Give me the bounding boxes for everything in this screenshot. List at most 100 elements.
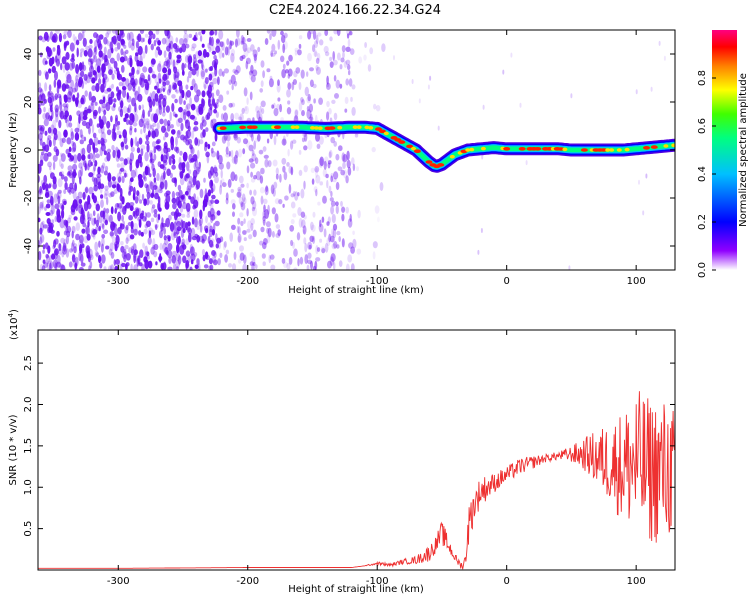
noise-speck xyxy=(214,30,218,36)
noise-speck xyxy=(57,83,62,90)
noise-speck xyxy=(66,137,72,145)
noise-speck xyxy=(201,98,206,107)
noise-speck xyxy=(156,145,162,152)
noise-speck xyxy=(163,50,167,58)
noise-speck xyxy=(168,84,172,94)
noise-speck xyxy=(229,40,235,46)
noise-speck xyxy=(140,128,143,135)
noise-speck xyxy=(328,160,332,165)
noise-speck xyxy=(176,130,181,139)
noise-speck xyxy=(242,230,247,235)
noise-speck xyxy=(157,49,163,56)
noise-speck xyxy=(64,62,70,71)
noise-speck xyxy=(298,169,303,176)
noise-speck xyxy=(335,181,340,191)
noise-speck xyxy=(231,263,237,270)
noise-speck xyxy=(242,42,248,53)
noise-speck xyxy=(155,140,160,145)
noise-speck xyxy=(210,72,216,78)
noise-speck xyxy=(98,70,101,79)
noise-speck xyxy=(62,245,67,255)
noise-speck xyxy=(42,249,45,254)
noise-speck xyxy=(137,45,143,56)
noise-speck xyxy=(262,242,267,250)
noise-speck xyxy=(87,254,91,263)
noise-speck xyxy=(147,123,152,131)
noise-speck xyxy=(319,238,323,243)
noise-speck xyxy=(106,87,112,92)
noise-speck xyxy=(133,113,139,123)
noise-speck xyxy=(266,227,270,234)
noise-speck xyxy=(182,151,188,162)
noise-speck xyxy=(211,229,215,236)
noise-speck xyxy=(228,79,232,85)
noise-speck xyxy=(39,186,42,194)
noise-speck xyxy=(185,129,192,139)
noise-speck xyxy=(268,78,274,88)
noise-speck xyxy=(328,151,332,159)
noise-speck xyxy=(221,71,225,77)
noise-speck xyxy=(642,210,645,216)
noise-speck xyxy=(181,162,186,169)
noise-speck xyxy=(141,263,145,270)
noise-speck xyxy=(117,33,122,42)
noise-speck xyxy=(171,154,175,160)
noise-speck xyxy=(129,185,134,192)
noise-speck xyxy=(54,93,58,100)
noise-speck xyxy=(101,237,105,247)
noise-speck xyxy=(253,53,258,62)
noise-speck xyxy=(189,144,193,150)
noise-speck xyxy=(310,260,313,270)
signal-hotspot xyxy=(406,144,414,149)
noise-speck xyxy=(154,74,158,84)
noise-speck xyxy=(178,83,183,94)
noise-speck xyxy=(94,101,98,106)
noise-speck xyxy=(330,175,334,183)
noise-speck xyxy=(92,153,96,163)
noise-speck xyxy=(108,248,113,256)
noise-speck xyxy=(106,148,112,154)
noise-speck xyxy=(60,163,64,170)
noise-speck xyxy=(308,116,314,122)
noise-speck xyxy=(315,34,319,45)
noise-speck xyxy=(184,63,187,68)
noise-speck xyxy=(65,148,70,155)
noise-speck xyxy=(313,186,318,193)
noise-speck xyxy=(270,264,276,270)
noise-speck xyxy=(98,255,102,264)
noise-speck xyxy=(330,136,336,144)
noise-speck xyxy=(202,129,206,138)
noise-speck xyxy=(249,189,253,196)
noise-speck xyxy=(111,83,114,89)
signal-hotspot xyxy=(219,126,227,130)
noise-speck xyxy=(570,93,573,99)
noise-speck xyxy=(97,140,101,145)
noise-speck xyxy=(142,51,146,59)
noise-speck xyxy=(131,66,135,76)
noise-speck xyxy=(103,79,107,89)
noise-speck xyxy=(228,263,232,268)
noise-speck xyxy=(96,123,100,128)
noise-speck xyxy=(225,146,229,155)
noise-speck xyxy=(99,222,105,228)
noise-speck xyxy=(272,188,276,197)
noise-speck xyxy=(72,33,76,42)
noise-speck xyxy=(266,233,271,244)
noise-speck xyxy=(251,153,257,162)
noise-speck xyxy=(294,109,299,120)
noise-speck xyxy=(211,92,215,99)
noise-speck xyxy=(63,200,67,206)
noise-speck xyxy=(186,90,192,98)
noise-speck xyxy=(278,199,283,205)
noise-speck xyxy=(283,171,288,181)
noise-speck xyxy=(74,82,79,93)
noise-speck xyxy=(418,98,421,104)
noise-speck xyxy=(120,241,124,246)
noise-speck xyxy=(282,63,286,70)
noise-speck xyxy=(88,91,92,101)
noise-speck xyxy=(251,206,255,212)
noise-speck xyxy=(60,152,63,157)
noise-speck xyxy=(111,176,116,182)
noise-speck xyxy=(477,249,480,255)
noise-speck xyxy=(159,118,164,125)
